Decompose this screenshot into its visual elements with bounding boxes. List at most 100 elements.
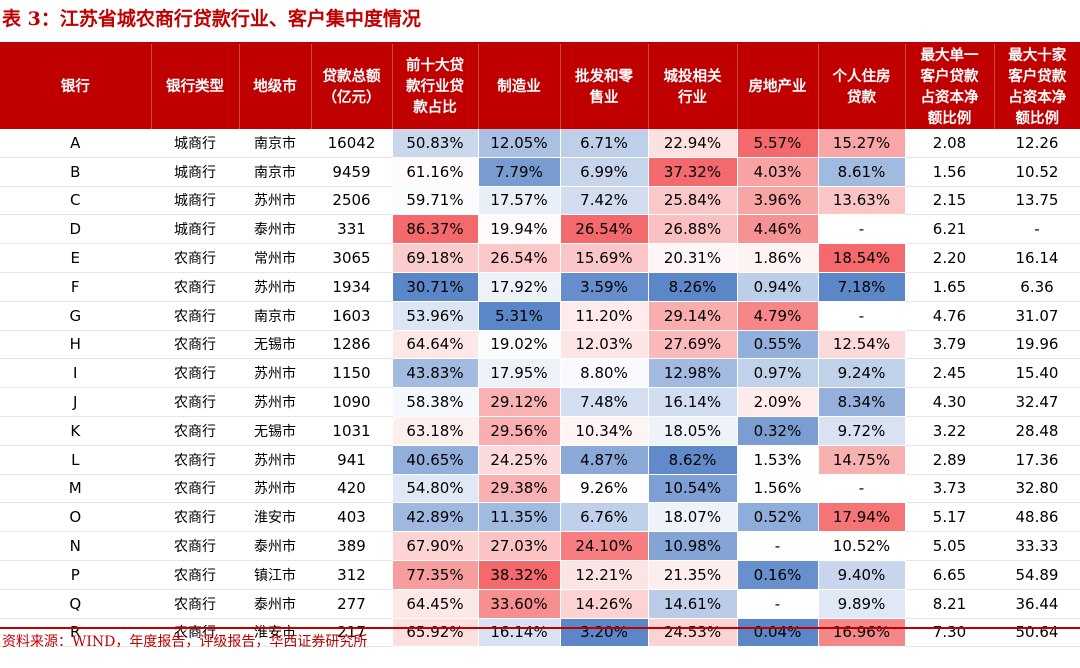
cell-bank-name: P	[0, 560, 152, 590]
cell-total-loans: 389	[311, 531, 393, 561]
cell-manufacturing-share: 24.25%	[478, 445, 561, 475]
cell-total-loans: 420	[311, 474, 393, 504]
cell-top10-clients-ratio: 50.64	[994, 618, 1080, 648]
cell-single-client-ratio: 5.17	[905, 502, 995, 533]
cell-manufacturing-share: 16.14%	[478, 618, 561, 648]
cell-wholesale-retail-share: 3.59%	[560, 272, 649, 302]
cell-city: 苏州市	[239, 474, 312, 504]
cell-lgfv-share: 14.61%	[648, 589, 738, 619]
cell-top10-clients-ratio: -	[994, 214, 1080, 245]
cell-top10-clients-ratio: 54.89	[994, 560, 1080, 590]
cell-total-loans: 331	[311, 214, 393, 245]
cell-city: 苏州市	[239, 358, 312, 389]
table-row: E 农商行 常州市 3065 69.18% 26.54% 15.69% 20.31% 1.86%…	[0, 243, 1080, 273]
table-row: L 农商行 苏州市 941 40.65% 24.25% 4.87% 8.62% 1.53% 14.…	[0, 445, 1080, 475]
cell-manufacturing-share: 38.32%	[478, 560, 561, 590]
cell-bank-name: E	[0, 243, 152, 273]
cell-bank-type: 城商行	[151, 157, 240, 187]
cell-top10-clients-ratio: 32.47	[994, 387, 1080, 417]
cell-top10-industry-share: 58.38%	[392, 387, 479, 417]
cell-top10-clients-ratio: 32.80	[994, 474, 1080, 504]
col-header-top10-clients: 最大十家 客户贷款 占资本净 额比例	[994, 44, 1080, 129]
cell-total-loans: 1150	[311, 358, 393, 389]
cell-top10-industry-share: 63.18%	[392, 416, 479, 446]
cell-real-estate-share: 0.55%	[737, 330, 819, 360]
cell-real-estate-share: 4.79%	[737, 301, 819, 331]
cell-mortgage-share: 7.18%	[818, 272, 906, 302]
cell-wholesale-retail-share: 14.26%	[560, 589, 649, 619]
cell-mortgage-share: -	[818, 474, 906, 504]
cell-top10-clients-ratio: 13.75	[994, 186, 1080, 216]
cell-real-estate-share: 0.32%	[737, 416, 819, 446]
cell-mortgage-share: 9.72%	[818, 416, 906, 446]
cell-city: 南京市	[239, 157, 312, 187]
col-header-bank: 银行	[0, 44, 152, 129]
cell-total-loans: 1090	[311, 387, 393, 417]
cell-single-client-ratio: 6.21	[905, 214, 995, 245]
cell-city: 常州市	[239, 243, 312, 273]
col-header-lgfv: 城投相关 行业	[648, 44, 738, 129]
cell-wholesale-retail-share: 7.42%	[560, 186, 649, 216]
cell-top10-clients-ratio: 10.52	[994, 157, 1080, 187]
cell-top10-industry-share: 64.45%	[392, 589, 479, 619]
cell-wholesale-retail-share: 24.10%	[560, 531, 649, 561]
cell-top10-clients-ratio: 17.36	[994, 445, 1080, 475]
cell-city: 南京市	[239, 129, 312, 158]
cell-city: 苏州市	[239, 387, 312, 417]
cell-manufacturing-share: 12.05%	[478, 129, 561, 158]
cell-single-client-ratio: 3.73	[905, 474, 995, 504]
cell-top10-industry-share: 65.92%	[392, 618, 479, 648]
cell-city: 苏州市	[239, 272, 312, 302]
cell-bank-type: 农商行	[151, 387, 240, 417]
cell-bank-name: H	[0, 330, 152, 360]
cell-total-loans: 1934	[311, 272, 393, 302]
cell-mortgage-share: 8.61%	[818, 157, 906, 187]
cell-top10-clients-ratio: 19.96	[994, 330, 1080, 360]
cell-wholesale-retail-share: 12.03%	[560, 330, 649, 360]
cell-city: 泰州市	[239, 214, 312, 245]
cell-bank-name: I	[0, 358, 152, 389]
cell-manufacturing-share: 7.79%	[478, 157, 561, 187]
cell-total-loans: 3065	[311, 243, 393, 273]
col-header-bank-type: 银行类型	[151, 44, 240, 129]
col-header-city: 地级市	[239, 44, 312, 129]
table-row: H 农商行 无锡市 1286 64.64% 19.02% 12.03% 27.69% 0.55%…	[0, 330, 1080, 360]
cell-bank-name: K	[0, 416, 152, 446]
cell-mortgage-share: 13.63%	[818, 186, 906, 216]
cell-real-estate-share: -	[737, 531, 819, 561]
cell-top10-industry-share: 59.71%	[392, 186, 479, 216]
col-header-total-loans: 贷款总额 （亿元）	[311, 44, 393, 129]
cell-manufacturing-share: 19.94%	[478, 214, 561, 245]
cell-manufacturing-share: 29.38%	[478, 474, 561, 504]
cell-lgfv-share: 16.14%	[648, 387, 738, 417]
cell-real-estate-share: 0.04%	[737, 618, 819, 648]
cell-lgfv-share: 8.62%	[648, 445, 738, 475]
cell-mortgage-share: 12.54%	[818, 330, 906, 360]
cell-lgfv-share: 12.98%	[648, 358, 738, 389]
cell-single-client-ratio: 3.79	[905, 330, 995, 360]
cell-top10-industry-share: 50.83%	[392, 129, 479, 158]
cell-bank-type: 农商行	[151, 445, 240, 475]
table-row: B 城商行 南京市 9459 61.16% 7.79% 6.99% 37.32% 4.03% 8.…	[0, 157, 1080, 187]
cell-total-loans: 277	[311, 589, 393, 619]
cell-lgfv-share: 29.14%	[648, 301, 738, 331]
cell-top10-clients-ratio: 31.07	[994, 301, 1080, 331]
cell-single-client-ratio: 3.22	[905, 416, 995, 446]
table-row: M 农商行 苏州市 420 54.80% 29.38% 9.26% 10.54% 1.56% -3…	[0, 474, 1080, 504]
cell-top10-industry-share: 77.35%	[392, 560, 479, 590]
cell-lgfv-share: 21.35%	[648, 560, 738, 590]
cell-mortgage-share: -	[818, 301, 906, 331]
cell-single-client-ratio: 4.30	[905, 387, 995, 417]
cell-lgfv-share: 26.88%	[648, 214, 738, 245]
cell-bank-type: 城商行	[151, 186, 240, 216]
cell-real-estate-share: 0.94%	[737, 272, 819, 302]
cell-manufacturing-share: 26.54%	[478, 243, 561, 273]
table-row: J 农商行 苏州市 1090 58.38% 29.12% 7.48% 16.14% 2.09% 8…	[0, 387, 1080, 417]
cell-wholesale-retail-share: 11.20%	[560, 301, 649, 331]
loan-concentration-table: 银行 银行类型 地级市 贷款总额 （亿元） 前十大贷 款行业贷 款占比 制造业 批发和零 售业 城投相…	[0, 44, 1080, 648]
cell-bank-type: 城商行	[151, 214, 240, 245]
cell-top10-industry-share: 43.83%	[392, 358, 479, 389]
cell-city: 泰州市	[239, 589, 312, 619]
cell-mortgage-share: 10.52%	[818, 531, 906, 561]
cell-city: 无锡市	[239, 416, 312, 446]
